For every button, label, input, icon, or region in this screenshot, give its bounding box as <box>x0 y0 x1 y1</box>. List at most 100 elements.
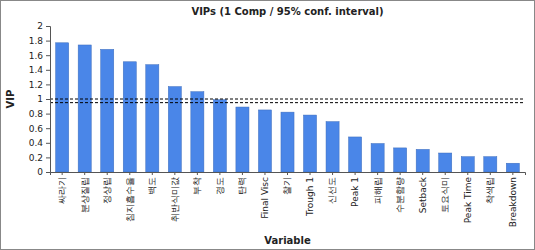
marks <box>50 43 525 172</box>
x-tick-mark <box>490 172 491 175</box>
y-tick-mark <box>46 128 50 129</box>
y-tick-label: 1.6 <box>29 51 44 61</box>
y-tick: 2 <box>37 21 50 31</box>
y-tick-mark <box>46 157 50 158</box>
x-tick-label: Peak Time <box>463 177 473 224</box>
x-tick-label: Trough 1 <box>305 177 315 217</box>
x-tick: Peak 1 <box>350 172 360 207</box>
x-tick-label: 침지흡수율 <box>125 177 135 222</box>
x-tick-mark <box>422 172 423 175</box>
bar <box>303 115 316 172</box>
y-tick: 0.4 <box>29 138 50 148</box>
x-tick: Setback <box>418 172 428 213</box>
x-tick-label: 토요식미 <box>440 177 450 213</box>
x-tick: 착색립 <box>485 172 495 204</box>
x-tick: 백도 <box>147 172 157 195</box>
x-tick-label: Setback <box>418 176 428 213</box>
x-tick: Breakdown <box>508 172 518 227</box>
x-tick: 찰기 <box>282 172 292 195</box>
x-tick-label: 탄력 <box>237 177 247 195</box>
bar <box>281 112 294 172</box>
x-tick: 침지흡수율 <box>125 172 135 222</box>
reference-line <box>50 102 525 103</box>
x-tick-mark <box>467 172 468 175</box>
x-tick-label: 착색립 <box>485 177 495 204</box>
bar <box>101 49 114 172</box>
bar <box>258 110 271 172</box>
y-tick-label: 0.8 <box>29 109 44 119</box>
y-tick-label: 1 <box>37 94 43 104</box>
x-tick-mark <box>400 172 401 175</box>
y-tick: 1 <box>37 94 50 104</box>
bar <box>461 157 474 172</box>
y-tick: 1.4 <box>29 65 50 75</box>
y-tick-label: 2 <box>37 21 43 31</box>
y-tick-label: 1.8 <box>29 36 44 46</box>
x-tick-mark <box>84 172 85 175</box>
x-tick-mark <box>129 172 130 175</box>
y-axis-title: VIP <box>5 90 16 109</box>
y-tick-label: 0 <box>37 167 43 177</box>
chart: 00.20.40.60.811.21.41.61.82싸라기분상질립정상립침지흡… <box>0 0 535 250</box>
plot: 00.20.40.60.811.21.41.61.82싸라기분상질립정상립침지흡… <box>29 21 526 227</box>
x-tick-mark <box>332 172 333 175</box>
x-tick-label: 피해립 <box>373 177 383 204</box>
x-tick-mark <box>355 172 356 175</box>
y-axis: 00.20.40.60.811.21.41.61.82 <box>29 21 51 177</box>
x-tick-label: 찰기 <box>282 177 292 195</box>
x-tick: 분상질립 <box>80 172 90 213</box>
y-tick-label: 0.6 <box>29 124 44 134</box>
x-tick-label: 취반식미값 <box>170 177 180 222</box>
bar <box>484 157 497 172</box>
y-tick-label: 1.2 <box>29 80 43 90</box>
x-tick: 토요식미 <box>440 172 450 213</box>
y-tick-mark <box>46 41 50 42</box>
bar <box>236 107 249 172</box>
y-tick: 1.8 <box>29 36 50 46</box>
x-tick-label: Final Visc <box>260 177 270 219</box>
x-tick: 싸라기 <box>57 172 67 204</box>
x-tick: 탄력 <box>237 172 247 195</box>
x-tick-label: 분상질립 <box>80 177 90 213</box>
x-tick-label: 부착 <box>192 177 202 195</box>
y-tick-mark <box>46 84 50 85</box>
y-tick-mark <box>46 114 50 115</box>
y-tick-mark <box>46 26 50 27</box>
x-tick-label: 수분함량 <box>395 177 405 213</box>
x-tick-mark <box>197 172 198 175</box>
bar <box>123 62 136 172</box>
bar <box>146 65 159 172</box>
bar <box>506 163 519 172</box>
x-tick-mark <box>512 172 513 175</box>
y-tick-mark <box>46 70 50 71</box>
x-tick: Trough 1 <box>305 172 315 217</box>
title: VIPs (1 Comp / 95% conf. interval) <box>191 6 383 17</box>
bar <box>78 45 91 172</box>
y-tick-label: 1.4 <box>29 65 44 75</box>
y-tick: 0 <box>37 167 50 177</box>
x-tick-mark <box>445 172 446 175</box>
bar <box>416 149 429 172</box>
y-tick-mark <box>46 172 50 173</box>
x-tick-mark <box>264 172 265 175</box>
x-tick-mark <box>287 172 288 175</box>
bar <box>56 43 69 172</box>
x-tick-label: Peak 1 <box>350 177 360 207</box>
x-tick: Peak Time <box>463 172 473 223</box>
reference-line <box>50 99 525 100</box>
x-tick-label: 신선도 <box>327 177 337 204</box>
x-tick-mark <box>62 172 63 175</box>
y-tick-mark <box>46 143 50 144</box>
x-tick: 신선도 <box>327 172 337 204</box>
x-tick-label: Breakdown <box>508 177 518 227</box>
y-tick-label: 0.4 <box>29 138 44 148</box>
x-tick-mark <box>107 172 108 175</box>
x-tick: 부착 <box>192 172 202 195</box>
x-tick-label: 정상립 <box>102 177 112 204</box>
x-axis: 싸라기분상질립정상립침지흡수율백도취반식미값부착경도탄력Final Visc찰기… <box>51 172 526 227</box>
bar <box>439 153 452 172</box>
bar <box>371 144 384 172</box>
bar <box>326 122 339 172</box>
chart-border <box>1 1 535 250</box>
y-tick: 0.6 <box>29 124 50 134</box>
